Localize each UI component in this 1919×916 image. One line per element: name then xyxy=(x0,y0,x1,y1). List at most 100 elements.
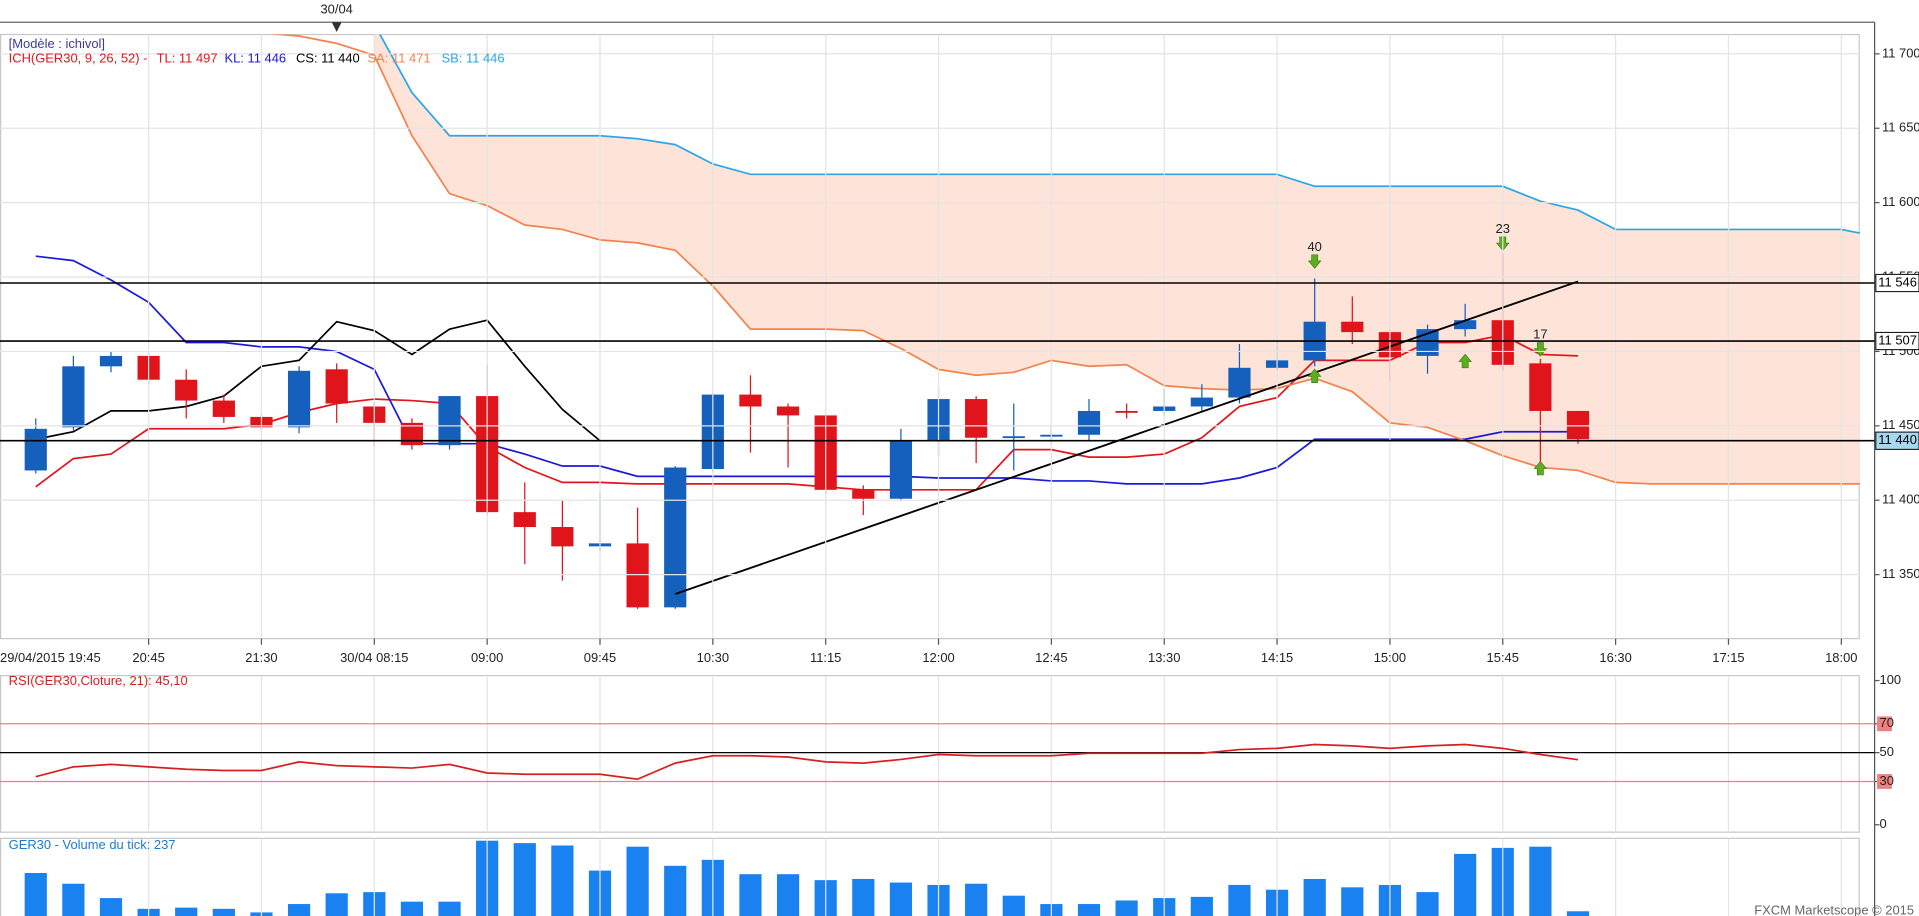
rsi-panel xyxy=(0,674,1860,833)
signal-label: 17 xyxy=(1533,327,1547,342)
volume-bar xyxy=(175,907,198,916)
volume-bar xyxy=(438,901,461,916)
legend-entry: CS: 11 440 xyxy=(296,51,360,66)
x-tick-label: 09:45 xyxy=(584,650,616,665)
candle-body xyxy=(551,527,574,547)
x-tick-label: 10:30 xyxy=(697,650,729,665)
candle-body xyxy=(513,512,536,528)
x-tick-label: 17:15 xyxy=(1712,650,1744,665)
rsi-title: RSI(GER30,Cloture, 21): 45,10 xyxy=(9,673,188,688)
y-tick-label: 0 xyxy=(1880,816,1887,831)
volume-bar xyxy=(1002,895,1025,916)
tick-badge xyxy=(1877,774,1892,789)
volume-bar xyxy=(212,908,235,916)
y-tick-label: 11 650 xyxy=(1882,120,1919,135)
volume-bar xyxy=(1190,896,1213,916)
candle-body xyxy=(438,396,461,446)
volume-bar xyxy=(1529,846,1552,916)
x-tick-label: 29/04/2015 19:45 xyxy=(0,650,101,665)
volume-bar xyxy=(889,882,913,916)
x-tick-label: 30/04 08:15 xyxy=(340,650,408,665)
candle-body xyxy=(1566,410,1590,440)
candle-body xyxy=(400,422,424,446)
candle-body xyxy=(62,366,85,428)
candle-body xyxy=(1341,321,1364,333)
volume-bar xyxy=(1303,878,1326,916)
y-tick-label: 11 450 xyxy=(1882,417,1919,432)
x-tick-label: 18:00 xyxy=(1825,650,1857,665)
x-tick-label: 12:00 xyxy=(922,650,954,665)
candle-body xyxy=(664,467,687,608)
candle-body xyxy=(1190,397,1213,407)
y-tick-label: 11 400 xyxy=(1882,492,1919,507)
candle-body xyxy=(325,369,348,404)
volume-title: GER30 - Volume du tick: 237 xyxy=(9,837,176,852)
candle-body xyxy=(175,379,198,401)
volume-bar xyxy=(513,843,536,916)
x-tick-label: 20:45 xyxy=(132,650,164,665)
y-tick-label: 50 xyxy=(1880,744,1894,759)
x-tick-label: 15:00 xyxy=(1374,650,1406,665)
signal-label: 40 xyxy=(1307,239,1321,254)
x-tick-label: 14:15 xyxy=(1261,650,1293,665)
volume-bar xyxy=(1115,900,1138,916)
candle-body xyxy=(99,355,123,367)
volume-bar xyxy=(62,883,85,916)
volume-plot xyxy=(24,840,1590,916)
candle-body xyxy=(776,406,800,416)
volume-bar xyxy=(1077,904,1101,916)
candle-body xyxy=(1077,410,1101,435)
x-tick-label: 21:30 xyxy=(245,650,277,665)
indicator-line xyxy=(35,255,1578,485)
volume-bar xyxy=(1341,887,1364,916)
candle-body xyxy=(212,400,235,417)
indicator-line xyxy=(269,34,1860,485)
y-tick-label: 11 350 xyxy=(1882,566,1919,581)
indicator-label: ICH(GER30, 9, 26, 52) - xyxy=(9,51,148,66)
date-marker xyxy=(331,22,342,33)
legend-entry: SB: 11 446 xyxy=(442,51,505,66)
candle-body xyxy=(852,489,875,499)
level-label: 11 440 xyxy=(1878,432,1917,447)
cloud xyxy=(374,34,1860,484)
candle-body xyxy=(739,394,762,407)
signal-arrow xyxy=(1533,460,1548,476)
y-tick-label: 11 600 xyxy=(1882,194,1919,209)
x-tick-label: 12:45 xyxy=(1035,650,1067,665)
candle-body xyxy=(24,428,47,471)
volume-panel xyxy=(0,837,1860,916)
volume-bar xyxy=(1566,911,1590,916)
signal-arrow xyxy=(1458,353,1472,369)
candle-body xyxy=(889,440,913,499)
volume-bar xyxy=(287,904,311,916)
x-tick-label: 16:30 xyxy=(1599,650,1631,665)
y-tick-label: 11 700 xyxy=(1882,45,1919,60)
candle-body xyxy=(1115,410,1138,413)
y-tick-label: 70 xyxy=(1880,715,1894,730)
y-tick-label: 30 xyxy=(1880,773,1894,788)
level-label: 11 546 xyxy=(1878,274,1917,289)
candle-body xyxy=(1002,436,1025,439)
date-marker-label: 30/04 xyxy=(320,1,352,16)
legend-entry: SA: 11 471 xyxy=(368,51,431,66)
footer: FXCM Marketscope © 2015 xyxy=(1754,902,1914,916)
signal-arrow xyxy=(1307,254,1322,269)
x-tick-label: 09:00 xyxy=(471,650,503,665)
x-tick-label: 15:45 xyxy=(1487,650,1519,665)
model-label: [Modèle : ichivol] xyxy=(9,36,105,51)
volume-bar xyxy=(1416,892,1439,916)
volume-bar xyxy=(626,846,649,916)
volume-bar xyxy=(24,872,47,916)
volume-bar xyxy=(99,898,123,916)
volume-bar xyxy=(1228,884,1251,916)
candle-body xyxy=(965,399,988,438)
signal-arrow xyxy=(1533,342,1548,357)
volume-bar xyxy=(664,865,687,916)
legend-entry: TL: 11 497 xyxy=(157,51,218,66)
candle-body xyxy=(1228,367,1251,398)
tick-badge xyxy=(1877,716,1892,732)
volume-bar xyxy=(1454,853,1477,916)
